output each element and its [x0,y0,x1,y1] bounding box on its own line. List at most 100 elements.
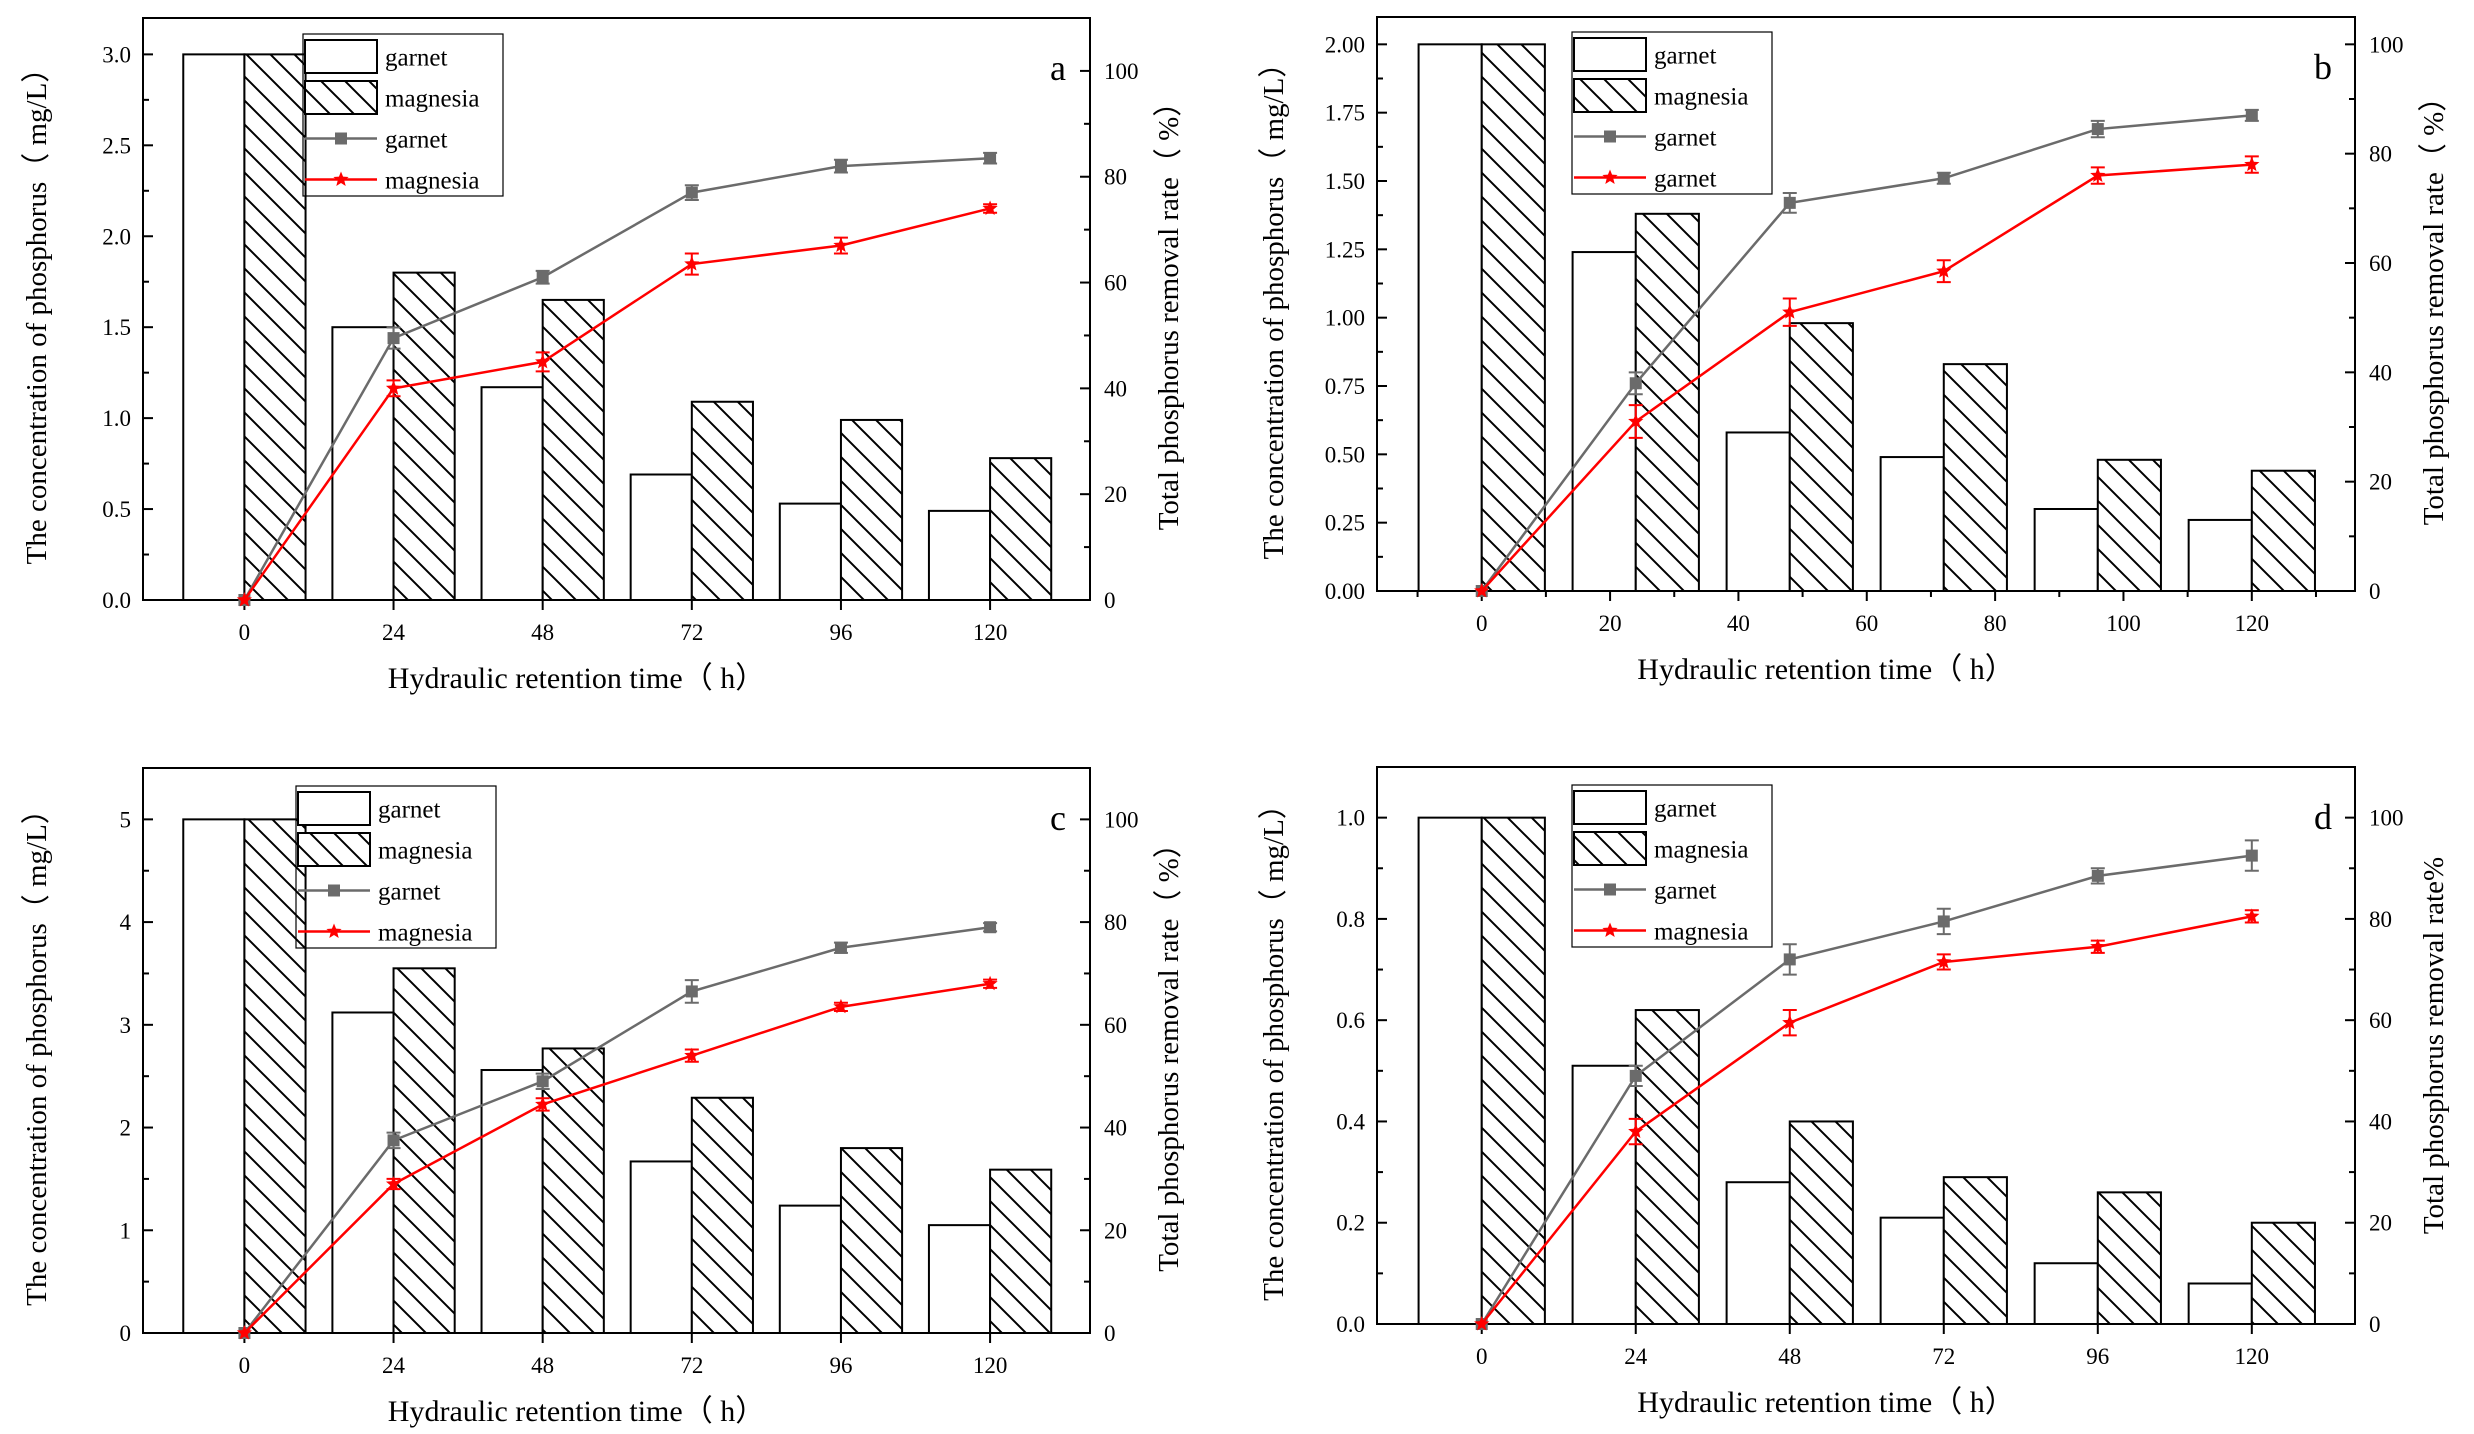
bar-magnesia-24 [392,271,456,601]
series-line [1480,163,2252,592]
data-point-magnesia-72 [1936,953,1952,969]
bar-magnesia-120 [989,1168,1053,1334]
legend-marker [1604,883,1616,896]
bar-magnesia-96 [2096,1191,2162,1325]
bar-garnet-24 [1571,251,1637,592]
x-tick-label: 60 [1855,611,1878,636]
y-right-tick-label: 80 [2369,142,2392,167]
legend-label-4: magnesia [385,168,479,195]
bar-magnesia-120 [2250,469,2316,593]
data-point-garnet-48 [536,271,549,284]
data-point-magnesia-120 [982,975,998,991]
line-series-magnesia-2 [236,975,998,1340]
bar-magnesia-0 [243,53,307,601]
data-point-garnet-96 [2091,123,2104,136]
data-point-garnet-24 [1629,377,1642,390]
panel-letter: b [2314,47,2332,87]
x-tick-label: 96 [2086,1344,2109,1369]
bar-magnesia-0 [1480,43,1546,593]
bar-magnesia-48 [1788,322,1854,592]
x-tick-label: 48 [531,620,554,645]
legend: garnet magnesia garnet magnesia [295,785,497,949]
data-point-garnet-96 [2090,167,2106,183]
y-left-tick-label: 3.0 [102,42,131,67]
data-point-garnet-72 [1937,172,1950,185]
y-right-tick-label: 100 [1104,59,1139,84]
x-tick-label: 120 [2235,611,2270,636]
legend-label-3: garnet [1654,878,1717,905]
legend-label-2: magnesia [378,838,472,865]
data-point-garnet-0 [1474,583,1490,598]
data-point-garnet-120 [984,921,997,934]
y-left-tick-label: 1.0 [1336,806,1365,831]
y-left-tick-label: 0.0 [1336,1312,1365,1337]
y-axis-left-label: The concentration of phosphorus（ mg/L） [1258,49,1290,560]
legend-swatch-bar-garnet [304,39,378,74]
bar-garnet-96 [2033,1262,2099,1326]
panel-letter: c [1050,798,1066,838]
y-left-tick-label: 0.0 [102,588,131,613]
data-point-garnet-24 [1629,1069,1642,1082]
panel-letter: d [2314,797,2332,837]
bar-garnet-96 [2033,508,2099,592]
y-left-tick-label: 1.25 [1325,237,1365,262]
bar-magnesia-72 [1942,363,2008,592]
series-line [243,925,991,1334]
y-right-tick-label: 60 [2369,1008,2392,1033]
bar-garnet-72 [1879,1216,1945,1325]
bar-garnet-72 [629,473,693,602]
bar-garnet-0 [1417,816,1483,1326]
y-right-tick-label: 0 [2369,1312,2381,1337]
legend-marker [328,884,340,897]
data-point-garnet-24 [387,332,400,345]
y-left-tick-label: 0 [120,1321,132,1346]
panel-letter: a [1050,48,1066,88]
line-series-garnet-2 [1474,155,2260,598]
bar-garnet-48 [1725,1181,1791,1325]
y-left-tick-label: 0.50 [1325,442,1365,467]
bar-magnesia-120 [2250,1221,2316,1325]
y-right-tick-label: 40 [1104,1116,1127,1141]
bar-garnet-24 [331,326,395,601]
y-axis-left-label: The concentration of phosphorus（ mg/L） [21,795,53,1306]
bar-magnesia-96 [839,418,904,601]
data-point-garnet-120 [2245,109,2258,122]
bar-magnesia-48 [541,1047,605,1334]
y-axis-left-label: The concentration of phosphorus（ mg/L） [21,54,53,565]
data-point-magnesia-0 [236,1325,253,1340]
legend-marker [335,132,347,145]
legend-frame [1571,784,1773,948]
legend-marker [1602,169,1618,184]
y-right-tick-label: 0 [1104,588,1116,613]
y-left-tick-label: 0.8 [1336,907,1365,932]
legend-label-1: garnet [1654,43,1717,70]
y-right-tick-label: 40 [2369,360,2392,385]
bar-garnet-48 [480,386,544,601]
bar-magnesia-48 [541,298,605,601]
bar-garnet-120 [927,1224,992,1334]
line-series-garnet-1 [1475,108,2259,597]
bar-magnesia-72 [1942,1176,2008,1325]
data-point-magnesia-24 [1628,1123,1644,1139]
x-tick-label: 48 [1778,1344,1801,1369]
legend-swatch-bar-magnesia [297,832,371,867]
series-line [1480,915,2253,1325]
y-right-tick-label: 60 [1104,1013,1127,1038]
y-left-tick-label: 0.00 [1325,579,1365,604]
y-left-tick-label: 0.25 [1325,511,1365,536]
x-axis-label: Hydraulic retention time（ h） [1637,1386,2014,1419]
y-left-tick-label: 1.5 [102,315,131,340]
series-line [243,207,991,601]
legend-swatch-bar-magnesia [1573,831,1647,866]
y-left-tick-label: 0.6 [1336,1008,1365,1033]
x-tick-label: 24 [382,620,406,645]
bar-magnesia-24 [392,967,456,1334]
bar-magnesia-72 [690,1096,754,1334]
y-left-tick-label: 0.5 [102,497,131,522]
y-right-tick-label: 0 [1104,1321,1116,1346]
y-axis-right-label: Total phosphorus removal rate（ %） [2418,83,2450,526]
y-right-tick-label: 20 [1104,482,1127,507]
bar-magnesia-96 [839,1147,904,1334]
y-left-tick-label: 2.0 [102,224,131,249]
legend: garnet magnesia garnet magnesia [302,33,504,197]
